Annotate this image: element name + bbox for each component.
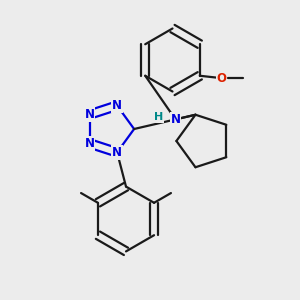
Text: N: N: [112, 99, 122, 112]
Text: O: O: [216, 72, 226, 85]
Text: N: N: [85, 108, 94, 121]
Text: N: N: [85, 137, 94, 150]
Text: N: N: [170, 113, 181, 126]
Text: H: H: [154, 112, 164, 122]
Text: N: N: [112, 146, 122, 159]
